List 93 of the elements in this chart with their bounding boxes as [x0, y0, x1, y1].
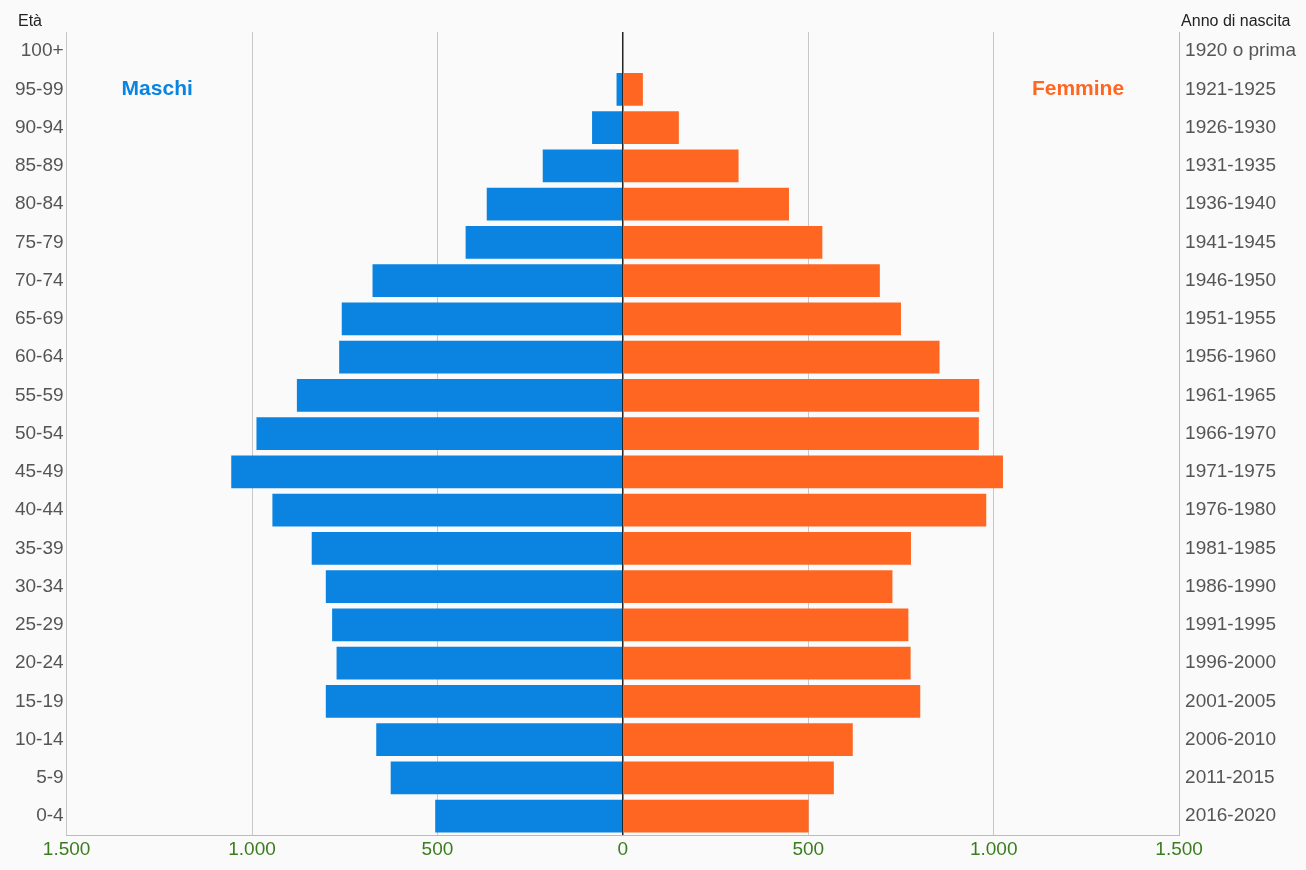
y2-tick-label: 1946-1950 — [1185, 268, 1276, 290]
bar — [623, 570, 893, 604]
y-tick-label: 10-14 — [14, 727, 65, 749]
bar — [623, 264, 880, 298]
y2-tick-label: 1976-1980 — [1185, 498, 1276, 520]
bar — [616, 72, 623, 106]
bar — [332, 608, 623, 642]
x-tick-label: 1.500 — [1155, 837, 1203, 859]
y2-tick-label: 1991-1995 — [1185, 613, 1276, 635]
y2-tick-label: 1941-1945 — [1185, 230, 1276, 252]
y-tick-label: 65-69 — [14, 307, 64, 329]
x-tick-label: 0 — [617, 837, 629, 859]
bar — [256, 417, 623, 451]
bar — [376, 723, 623, 757]
y-tick-label: 100+ — [20, 39, 64, 61]
bar — [272, 493, 623, 527]
bar — [372, 264, 623, 298]
y2-tick-label: 1996-2000 — [1185, 651, 1276, 673]
bar — [623, 378, 980, 412]
y-tick-label: 20-24 — [14, 651, 65, 673]
y-tick-label: 15-19 — [14, 689, 64, 711]
bar — [623, 608, 909, 642]
y2-tick-label: 1971-1975 — [1185, 460, 1276, 482]
y-tick-label: 40-44 — [14, 498, 65, 520]
bar — [311, 531, 623, 565]
y2-tick-label: 1931-1935 — [1185, 154, 1276, 176]
y2-tick-label: 1966-1970 — [1185, 421, 1276, 443]
y-tick-label: 60-64 — [14, 345, 65, 367]
y-tick-label: 85-89 — [14, 154, 64, 176]
x-tick-label: 500 — [792, 837, 825, 859]
bar — [623, 684, 921, 718]
y2-tick-label: 1981-1985 — [1185, 536, 1276, 558]
y-tick-label: 95-99 — [14, 77, 64, 99]
bar — [623, 187, 789, 221]
y2-tick-label: 1961-1965 — [1185, 383, 1276, 405]
y-tick-label: 80-84 — [14, 192, 65, 214]
bar — [465, 225, 623, 259]
y-axis-title: Età — [18, 12, 43, 30]
bar — [623, 225, 823, 259]
y-tick-label: 25-29 — [14, 613, 64, 635]
bar — [542, 149, 623, 183]
bar — [341, 302, 623, 336]
y2-tick-label: 2001-2005 — [1185, 689, 1276, 711]
y-tick-label: 0-4 — [36, 804, 65, 826]
text: Maschi — [121, 76, 193, 100]
bar — [339, 340, 623, 374]
text: Femmine — [1031, 76, 1125, 100]
y-tick-label: 50-54 — [14, 421, 65, 443]
bar — [390, 761, 623, 795]
bar — [623, 72, 643, 106]
y-tick-label: 5-9 — [36, 766, 64, 788]
bar — [486, 187, 623, 221]
y-tick-label: 70-74 — [14, 268, 65, 290]
y2-tick-label: 2011-2015 — [1185, 766, 1275, 788]
y2-tick-label: 1926-1930 — [1185, 115, 1276, 137]
y-tick-label: 35-39 — [14, 536, 64, 558]
bar — [623, 723, 853, 757]
bar — [623, 111, 679, 145]
x-tick-label: 1.000 — [228, 837, 276, 859]
y2-tick-label: 2006-2010 — [1185, 727, 1276, 749]
y2-tick-label: 1956-1960 — [1185, 345, 1276, 367]
bar — [623, 761, 834, 795]
bar — [325, 570, 623, 604]
y-tick-label: 45-49 — [14, 460, 64, 482]
bar — [623, 417, 979, 451]
bar — [623, 799, 809, 833]
bar — [435, 799, 623, 833]
bar — [623, 340, 940, 374]
x-tick-label: 500 — [421, 837, 454, 859]
y-tick-label: 90-94 — [14, 115, 65, 137]
y2-tick-label: 1921-1925 — [1185, 77, 1276, 99]
y2-axis-title: Anno di nascita — [1181, 12, 1291, 30]
bar — [336, 646, 623, 680]
bar — [623, 302, 901, 336]
y-tick-label: 30-34 — [14, 574, 65, 596]
bar — [296, 378, 623, 412]
bar — [592, 111, 623, 145]
bar — [623, 646, 911, 680]
y2-tick-label: 1951-1955 — [1185, 307, 1276, 329]
y2-tick-label: 2016-2020 — [1185, 804, 1276, 826]
bar — [325, 684, 623, 718]
y-tick-label: 75-79 — [14, 230, 64, 252]
bar — [623, 149, 739, 183]
y2-tick-label: 1986-1990 — [1185, 574, 1276, 596]
y2-tick-label: 1920 o prima — [1185, 39, 1297, 61]
y-tick-label: 55-59 — [14, 383, 64, 405]
x-tick-label: 1.000 — [969, 837, 1018, 859]
bar — [623, 531, 911, 565]
bar — [623, 493, 987, 527]
bar — [231, 455, 623, 489]
y2-tick-label: 1936-1940 — [1185, 192, 1276, 214]
x-tick-label: 1.500 — [42, 837, 91, 859]
bar — [623, 455, 1003, 489]
